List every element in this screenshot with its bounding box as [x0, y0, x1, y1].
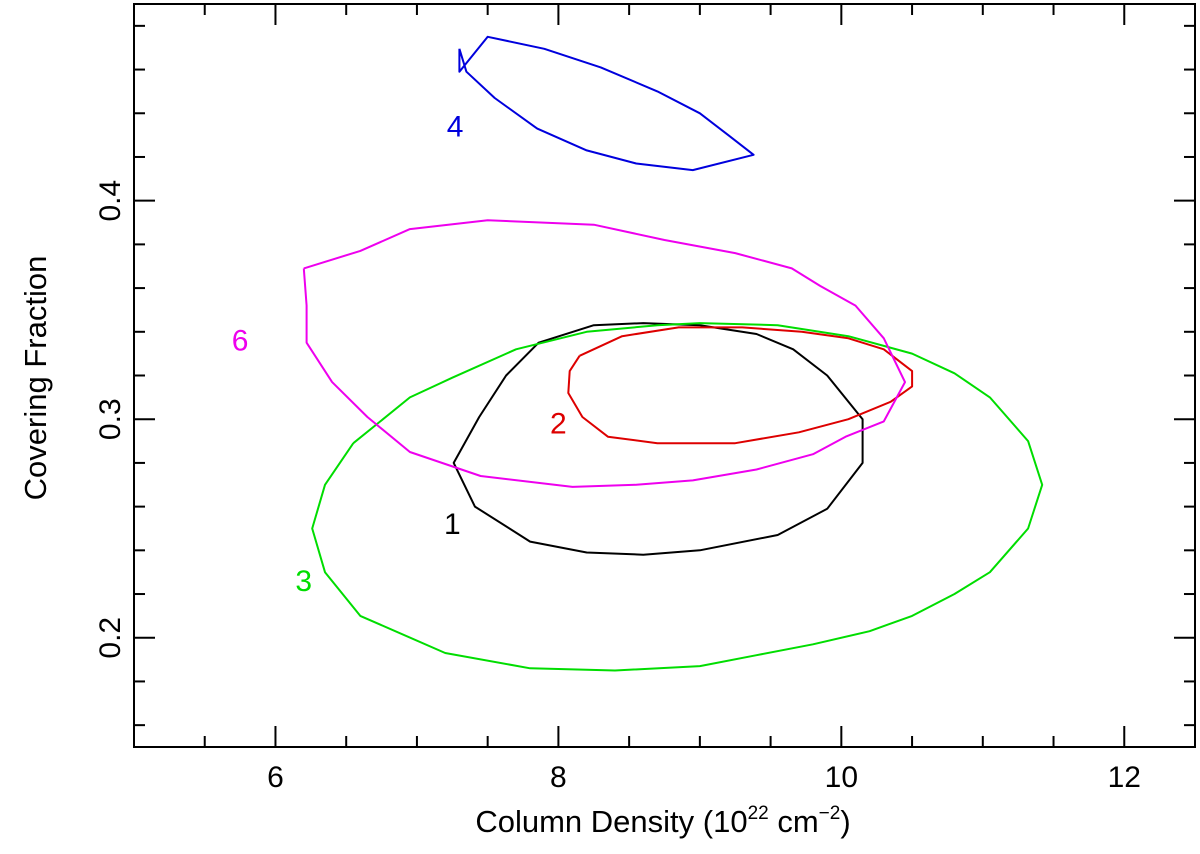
x-tick-label: 6 — [267, 761, 284, 794]
contour-3 — [311, 322, 1044, 672]
contour-6 — [302, 219, 906, 488]
tick-labels: 6 8 10 120.20.30.4 — [94, 180, 1141, 794]
contour-label-1: 1 — [444, 508, 461, 541]
y-tick-label: 0.2 — [94, 617, 127, 659]
x-tick-label: 12 — [1108, 761, 1141, 794]
contour-4 — [458, 35, 755, 172]
axis-ticks — [133, 4, 1196, 747]
contour-group: 1 2 3 4 6 — [232, 35, 1044, 672]
x-tick-label: 8 — [550, 761, 567, 794]
contour-label-4: 4 — [447, 110, 464, 143]
plot-frame — [133, 3, 1196, 748]
y-tick-label: 0.3 — [94, 398, 127, 440]
contour-label-6: 6 — [232, 325, 249, 358]
contour-2 — [567, 326, 914, 445]
x-axis-label: Column Density (1022 cm−2) — [475, 803, 850, 839]
y-tick-label: 0.4 — [94, 180, 127, 222]
y-axis-label: Covering Fraction — [18, 256, 53, 501]
contour-label-2: 2 — [550, 408, 567, 441]
x-tick-label: 10 — [825, 761, 858, 794]
contour-1 — [452, 322, 864, 556]
contour-label-3: 3 — [295, 565, 312, 598]
